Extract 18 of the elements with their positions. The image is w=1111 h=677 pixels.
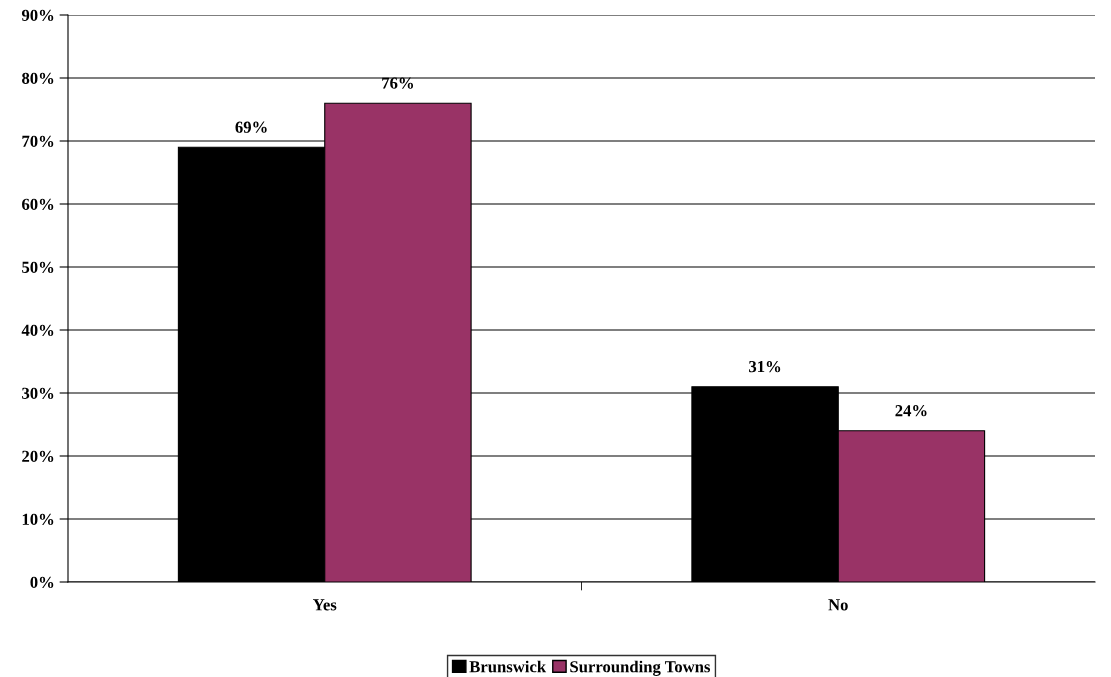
y-tick-label: 0%	[30, 576, 54, 588]
x-tick-label: Yes	[313, 599, 337, 611]
y-tick-label: 10%	[22, 513, 54, 525]
legend-label: Surrounding Towns	[570, 660, 711, 676]
y-tick-label: 70%	[22, 135, 54, 147]
x-tick-label: No	[828, 599, 848, 611]
data-label: 24%	[895, 405, 927, 417]
y-tick-label: 20%	[22, 450, 54, 462]
data-label: 31%	[749, 360, 781, 373]
y-tick-label: 50%	[22, 261, 54, 273]
data-label: 76%	[382, 77, 414, 89]
y-tick-label: 90%	[21, 9, 54, 21]
y-tick-label: 80%	[22, 72, 54, 84]
data-label: 69%	[235, 121, 267, 133]
y-tick-label: 40%	[21, 324, 54, 336]
y-tick-label: 30%	[22, 387, 54, 399]
y-tick-label: 60%	[22, 198, 54, 210]
legend-label: Brunswick	[469, 660, 547, 673]
